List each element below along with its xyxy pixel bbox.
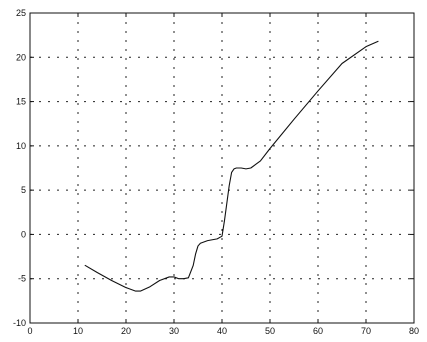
x-tick-label: 0 (27, 326, 32, 336)
tick-labels: 0 10 20 30 40 50 60 70 80 -10 -5 0 5 10 15 20 25 (13, 8, 419, 336)
y-tick-label: 20 (16, 52, 26, 62)
x-tick-label: 70 (361, 326, 371, 336)
y-tick-label: 25 (16, 8, 26, 18)
x-tick-label: 50 (265, 326, 275, 336)
y-tick-label: -10 (13, 318, 26, 328)
data-line (84, 40, 379, 292)
plot-frame (29, 12, 415, 324)
x-tick-label: 20 (121, 326, 131, 336)
y-tick-label: 0 (21, 229, 26, 239)
y-tick-label: 5 (21, 185, 26, 195)
x-tick-label: 60 (313, 326, 323, 336)
y-tick-label: -5 (18, 274, 26, 284)
x-tick-label: 40 (217, 326, 227, 336)
grid-lines (30, 13, 414, 323)
x-tick-label: 80 (409, 326, 419, 336)
y-tick-label: 10 (16, 141, 26, 151)
x-tick-label: 30 (169, 326, 179, 336)
x-tick-label: 10 (73, 326, 83, 336)
y-tick-label: 15 (16, 97, 26, 107)
